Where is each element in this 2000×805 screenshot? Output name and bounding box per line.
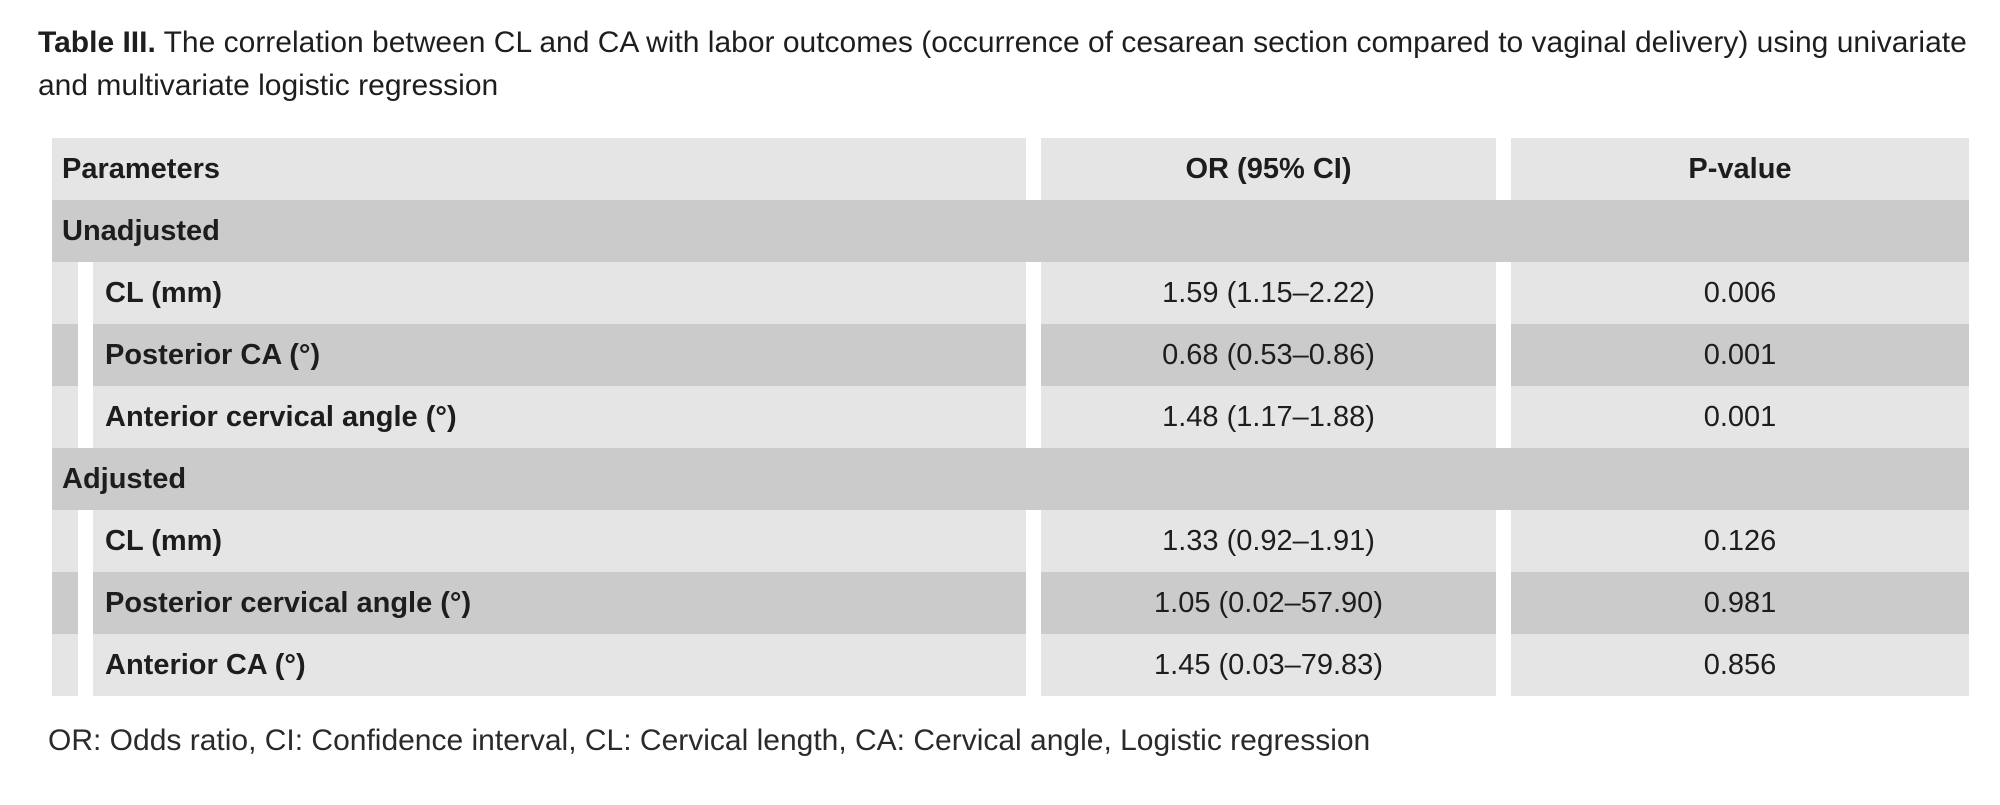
- row-indent: [52, 324, 78, 386]
- column-gap: [1026, 510, 1041, 572]
- p-value: 0.001: [1511, 324, 1969, 386]
- p-value: 0.126: [1511, 510, 1969, 572]
- section-header-label: Unadjusted: [52, 200, 1969, 262]
- p-value: 0.006: [1511, 262, 1969, 324]
- section-row-adjusted: Adjusted: [52, 448, 1969, 510]
- row-indent: [52, 386, 78, 448]
- parameter-label: Anterior cervical angle (°): [93, 386, 1026, 448]
- column-gap: [78, 634, 93, 696]
- p-value: 0.981: [1511, 572, 1969, 634]
- p-value: 0.001: [1511, 386, 1969, 448]
- parameter-label: CL (mm): [93, 510, 1026, 572]
- column-gap: [1496, 510, 1511, 572]
- section-row-unadjusted: Unadjusted: [52, 200, 1969, 262]
- column-gap: [1496, 634, 1511, 696]
- column-gap: [1496, 386, 1511, 448]
- column-gap: [78, 262, 93, 324]
- table-caption: Table III. The correlation between CL an…: [38, 21, 1990, 107]
- or-ci-value: 1.33 (0.92–1.91): [1041, 510, 1496, 572]
- results-table: Parameters OR (95% CI) P-value Unadjuste…: [52, 138, 1969, 696]
- parameter-label: Posterior cervical angle (°): [93, 572, 1026, 634]
- table-header-row: Parameters OR (95% CI) P-value: [52, 138, 1969, 200]
- column-gap: [1026, 634, 1041, 696]
- column-gap: [78, 386, 93, 448]
- column-gap: [1026, 572, 1041, 634]
- column-gap: [1496, 262, 1511, 324]
- column-gap: [78, 510, 93, 572]
- table-caption-label: Table III.: [38, 26, 156, 59]
- column-gap: [1026, 386, 1041, 448]
- column-header-p-value: P-value: [1511, 138, 1969, 200]
- table-row: Anterior CA (°) 1.45 (0.03–79.83) 0.856: [52, 634, 1969, 696]
- or-ci-value: 1.59 (1.15–2.22): [1041, 262, 1496, 324]
- parameter-label: Posterior CA (°): [93, 324, 1026, 386]
- section-header-label: Adjusted: [52, 448, 1969, 510]
- column-gap: [1496, 324, 1511, 386]
- table-row: CL (mm) 1.33 (0.92–1.91) 0.126: [52, 510, 1969, 572]
- column-gap: [1496, 572, 1511, 634]
- p-value: 0.856: [1511, 634, 1969, 696]
- row-indent: [52, 634, 78, 696]
- row-indent: [52, 510, 78, 572]
- table-row: Posterior cervical angle (°) 1.05 (0.02–…: [52, 572, 1969, 634]
- parameter-label: CL (mm): [93, 262, 1026, 324]
- column-header-parameters: Parameters: [52, 138, 1026, 200]
- column-gap: [78, 324, 93, 386]
- table-row: CL (mm) 1.59 (1.15–2.22) 0.006: [52, 262, 1969, 324]
- column-gap: [78, 572, 93, 634]
- row-indent: [52, 572, 78, 634]
- or-ci-value: 1.05 (0.02–57.90): [1041, 572, 1496, 634]
- table-caption-text: The correlation between CL and CA with l…: [38, 26, 1967, 102]
- table-footnote: OR: Odds ratio, CI: Confidence interval,…: [48, 724, 1371, 757]
- column-gap: [1026, 262, 1041, 324]
- table-row: Posterior CA (°) 0.68 (0.53–0.86) 0.001: [52, 324, 1969, 386]
- column-gap: [1026, 324, 1041, 386]
- column-gap: [1026, 138, 1041, 200]
- table-row: Anterior cervical angle (°) 1.48 (1.17–1…: [52, 386, 1969, 448]
- column-header-or-ci: OR (95% CI): [1041, 138, 1496, 200]
- parameter-label: Anterior CA (°): [93, 634, 1026, 696]
- row-indent: [52, 262, 78, 324]
- or-ci-value: 1.48 (1.17–1.88): [1041, 386, 1496, 448]
- or-ci-value: 1.45 (0.03–79.83): [1041, 634, 1496, 696]
- column-gap: [1496, 138, 1511, 200]
- or-ci-value: 0.68 (0.53–0.86): [1041, 324, 1496, 386]
